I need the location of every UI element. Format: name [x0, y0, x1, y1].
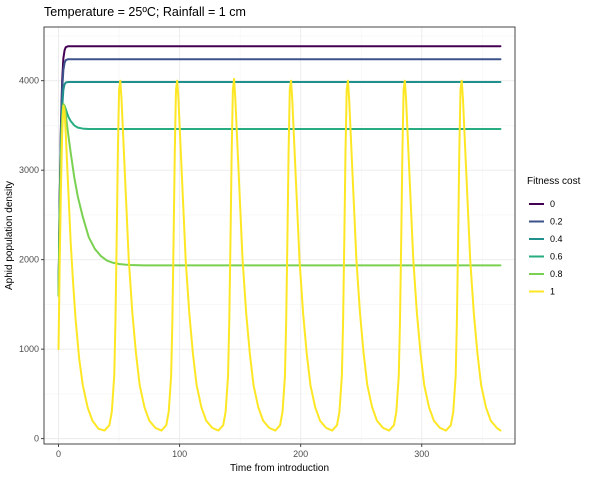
legend-label: 0 [550, 199, 555, 209]
legend-label: 1 [550, 287, 555, 297]
legend-label: 0.6 [550, 252, 563, 262]
plot-panel [43, 26, 516, 445]
plot-background [44, 27, 515, 444]
y-tick-label: 2000 [19, 255, 39, 265]
plot-border [43, 26, 516, 445]
x-tick-label: 300 [414, 449, 429, 459]
series-lines [57, 45, 502, 432]
legend: Fitness cost 0 0.2 0.4 0.6 0.8 1 [527, 176, 581, 297]
x-axis-label: Time from introduction [230, 463, 329, 474]
y-axis: 0 1000 2000 3000 4000 [19, 76, 44, 444]
legend-label: 0.4 [550, 234, 563, 244]
x-tick-label: 100 [172, 449, 187, 459]
legend-title: Fitness cost [527, 176, 581, 187]
legend-label: 0.8 [550, 269, 563, 279]
y-tick-label: 3000 [19, 165, 39, 175]
x-axis: 0 100 200 300 [56, 444, 429, 459]
y-tick-label: 4000 [19, 76, 39, 86]
series-line-1 [57, 77, 502, 432]
y-axis-label: Aphid population density [4, 181, 15, 290]
y-tick-label: 1000 [19, 344, 39, 354]
x-tick-label: 200 [293, 449, 308, 459]
legend-label: 0.2 [550, 217, 563, 227]
x-tick-label: 0 [56, 449, 61, 459]
y-tick-label: 0 [34, 434, 39, 444]
chart-title: Temperature = 25ºC; Rainfall = 1 cm [44, 5, 246, 19]
